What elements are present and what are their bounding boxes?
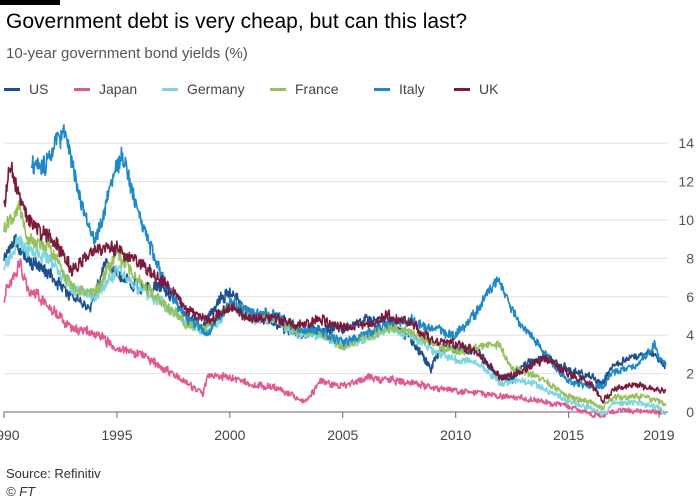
legend-label: Italy	[399, 81, 425, 97]
y-tick-label: 4	[686, 327, 694, 343]
series-line-japan	[3, 258, 667, 419]
legend-label: Germany	[187, 81, 245, 97]
y-tick-label: 12	[678, 174, 694, 190]
legend-swatch	[270, 87, 286, 91]
series-line-italy	[30, 123, 667, 391]
x-tick-label: 1990	[0, 427, 20, 443]
axis-layer: 0 2 4 6 8 10 12 14 1990 1995 2000 2005 2010 2015 2019	[0, 135, 694, 443]
x-tick-label: 1995	[101, 427, 132, 443]
x-tick-label: 2019	[643, 427, 674, 443]
x-tick-label: 2010	[440, 427, 471, 443]
y-tick-label: 10	[678, 212, 694, 228]
series-line-us	[3, 233, 667, 387]
legend-item-germany: Germany	[162, 80, 245, 98]
legend-label: France	[295, 81, 339, 97]
series-line-uk	[3, 161, 667, 404]
legend-item-japan: Japan	[74, 80, 137, 98]
line-chart: 0 2 4 6 8 10 12 14 1990 1995 2000 2005 2010 2015 2019	[0, 123, 694, 443]
credit-note: © FT	[6, 484, 36, 499]
legend-swatch	[4, 87, 20, 91]
legend-item-france: France	[270, 80, 339, 98]
legend-item-uk: UK	[454, 80, 498, 98]
legend-swatch	[162, 87, 178, 91]
legend-label: Japan	[99, 81, 138, 97]
legend-item-italy: Italy	[374, 80, 425, 98]
legend-item-us: US	[4, 80, 48, 98]
y-tick-label: 6	[686, 289, 694, 305]
series-layer	[3, 123, 667, 419]
y-tick-label: 0	[686, 404, 694, 420]
x-tick-label: 2015	[553, 427, 584, 443]
legend-label: UK	[479, 81, 499, 97]
brand-bar	[0, 0, 60, 5]
legend-swatch	[374, 87, 390, 91]
chart-legend: US Japan Germany France Italy UK	[0, 80, 700, 98]
y-tick-label: 14	[678, 135, 694, 151]
x-tick-label: 2005	[327, 427, 358, 443]
source-note: Source: Refinitiv	[6, 466, 101, 481]
chart-title: Government debt is very cheap, but can t…	[6, 10, 468, 33]
y-tick-label: 8	[686, 250, 694, 266]
x-tick-label: 2000	[214, 427, 245, 443]
series-line-germany	[3, 235, 667, 417]
legend-swatch	[74, 87, 90, 91]
y-tick-label: 2	[686, 366, 694, 382]
legend-label: US	[29, 81, 49, 97]
legend-swatch	[454, 87, 470, 91]
chart-subtitle: 10-year government bond yields (%)	[6, 45, 248, 62]
